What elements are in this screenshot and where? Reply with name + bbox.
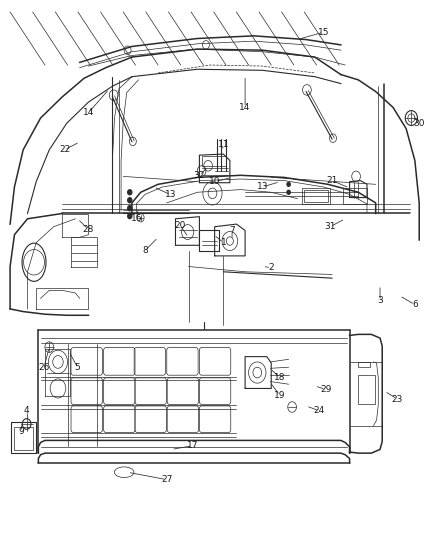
Text: 13: 13	[257, 182, 268, 191]
Circle shape	[127, 206, 132, 211]
Text: 26: 26	[39, 363, 50, 372]
Bar	[358, 362, 371, 367]
Text: 18: 18	[274, 373, 286, 382]
Text: 6: 6	[412, 300, 418, 309]
Text: 16: 16	[131, 214, 142, 223]
Text: 17: 17	[187, 441, 199, 450]
Text: 11: 11	[218, 140, 229, 149]
Text: 8: 8	[142, 246, 148, 255]
Text: 19: 19	[274, 391, 286, 400]
Text: 30: 30	[413, 119, 425, 128]
Text: 21: 21	[326, 176, 338, 185]
Bar	[201, 156, 226, 166]
Circle shape	[127, 190, 132, 195]
Text: 9: 9	[18, 427, 24, 437]
Circle shape	[127, 198, 132, 203]
Text: 10: 10	[209, 177, 220, 186]
Text: 14: 14	[240, 103, 251, 112]
Text: 7: 7	[229, 226, 235, 235]
Circle shape	[287, 190, 290, 195]
Text: 22: 22	[59, 146, 70, 155]
Circle shape	[127, 214, 132, 219]
Text: 24: 24	[314, 406, 325, 415]
Text: 28: 28	[83, 225, 94, 234]
Bar	[304, 190, 328, 203]
Text: 14: 14	[83, 108, 94, 117]
Text: 3: 3	[377, 296, 383, 305]
Circle shape	[287, 182, 290, 187]
Text: 27: 27	[161, 475, 173, 484]
Text: 32: 32	[194, 171, 205, 180]
Text: 20: 20	[174, 221, 186, 230]
Bar	[358, 375, 375, 405]
Text: 13: 13	[166, 190, 177, 199]
Bar	[14, 426, 33, 450]
Text: 15: 15	[318, 28, 329, 37]
Bar	[11, 422, 36, 453]
Bar	[343, 188, 367, 204]
Text: 1: 1	[220, 238, 226, 247]
Text: 23: 23	[392, 394, 403, 403]
Bar	[302, 188, 330, 204]
Text: 5: 5	[74, 363, 81, 372]
Text: 29: 29	[320, 385, 331, 394]
Text: 31: 31	[324, 222, 336, 231]
Text: 4: 4	[24, 406, 29, 415]
Text: 2: 2	[268, 263, 274, 272]
